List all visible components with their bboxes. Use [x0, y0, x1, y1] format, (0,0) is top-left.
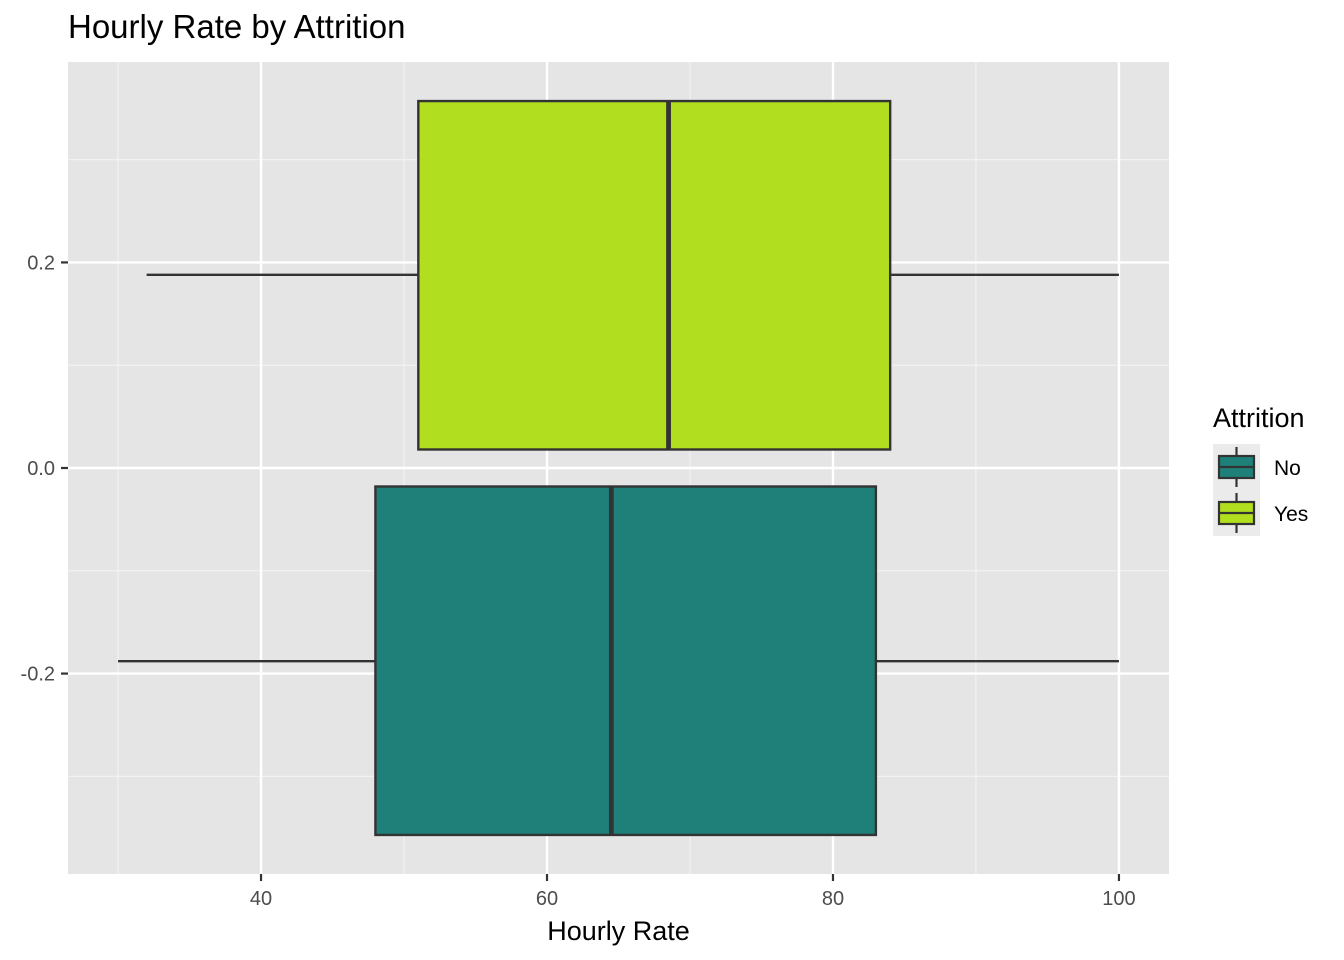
- x-tick-label: 80: [822, 888, 844, 910]
- x-tick-label: 60: [536, 888, 558, 910]
- chart-title: Hourly Rate by Attrition: [68, 8, 405, 45]
- legend-key-no: [1217, 447, 1256, 487]
- iqr-box-no: [374, 485, 878, 837]
- legend-label-no: No: [1274, 457, 1301, 480]
- x-tick-label: 100: [1102, 888, 1135, 910]
- box-no: [118, 485, 1119, 837]
- y-tick-label: -0.2: [21, 664, 55, 686]
- legend-title: Attrition: [1213, 403, 1305, 433]
- boxplot-series: [118, 99, 1119, 837]
- box-yes: [146, 99, 1119, 451]
- x-axis-title: Hourly Rate: [547, 916, 690, 946]
- y-axis: -0.2 0.0 0.2: [21, 252, 68, 686]
- legend-key-yes: [1217, 493, 1256, 533]
- y-tick-label: 0.0: [27, 458, 55, 480]
- x-tick-label: 40: [250, 888, 272, 910]
- y-tick-label: 0.2: [27, 252, 55, 274]
- x-axis: 40 60 80 100: [250, 874, 1136, 910]
- iqr-box-yes: [417, 99, 892, 451]
- legend-label-yes: Yes: [1274, 503, 1308, 526]
- legend: Attrition No Yes: [1213, 403, 1308, 536]
